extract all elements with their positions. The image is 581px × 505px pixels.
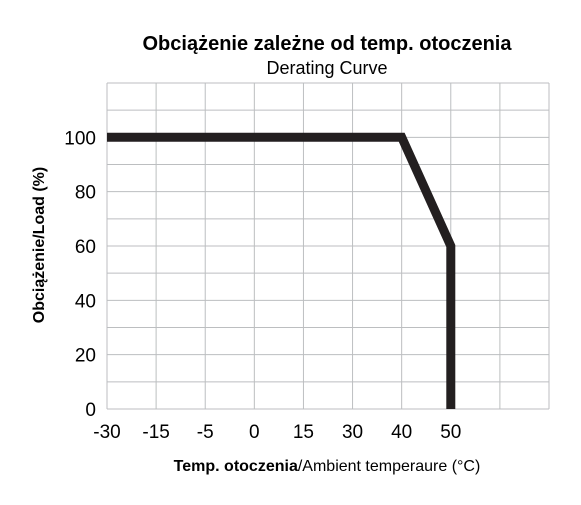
x-tick-label: 15 — [293, 422, 314, 443]
x-axis-label-rest: /Ambient temperaure (°C) — [298, 458, 480, 475]
x-tick-label: -5 — [197, 422, 214, 443]
y-tick-label: 0 — [85, 400, 96, 421]
x-tick-label: 0 — [249, 422, 260, 443]
y-tick-label: 40 — [75, 291, 96, 312]
grid — [106, 82, 550, 410]
x-axis-label: Temp. otoczenia/Ambient temperaure (°C) — [174, 458, 481, 475]
x-tick-labels: -30 -15 -5 0 15 30 40 50 — [93, 422, 461, 443]
y-tick-label: 60 — [75, 237, 96, 258]
y-tick-label: 100 — [64, 128, 96, 149]
x-tick-label: 50 — [440, 422, 461, 443]
x-tick-label: -15 — [142, 422, 169, 443]
y-tick-label: 20 — [75, 346, 96, 367]
chart-subtitle: Derating Curve — [266, 58, 387, 78]
x-axis-label-bold: Temp. otoczenia — [174, 458, 298, 475]
derating-curve-line — [107, 132, 456, 409]
x-tick-label: 30 — [342, 422, 363, 443]
y-tick-labels: 100 80 60 40 20 0 — [64, 128, 96, 421]
x-tick-label: -30 — [93, 422, 120, 443]
series-layer — [107, 132, 456, 409]
chart-title: Obciążenie zależne od temp. otoczenia — [143, 33, 513, 55]
x-tick-label: 40 — [391, 422, 412, 443]
y-axis-label: Obciążenie/Load (%) — [31, 167, 48, 323]
y-tick-label: 80 — [75, 183, 96, 204]
